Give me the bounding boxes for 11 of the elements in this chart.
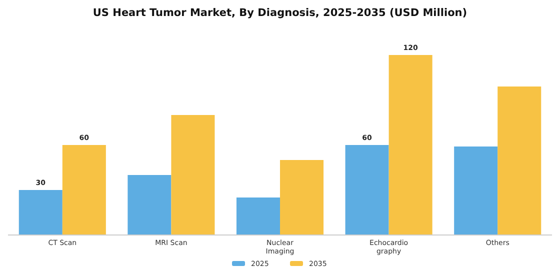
bar xyxy=(454,146,498,235)
bar xyxy=(388,55,432,235)
bar xyxy=(498,86,542,235)
bar xyxy=(345,145,389,235)
bar xyxy=(171,115,215,235)
bar xyxy=(236,198,280,235)
chart-title: US Heart Tumor Market, By Diagnosis, 2025-2035 (USD Million) xyxy=(92,7,468,19)
bar xyxy=(128,175,172,235)
bar xyxy=(18,190,62,235)
bar xyxy=(62,145,106,235)
bar xyxy=(280,160,324,235)
